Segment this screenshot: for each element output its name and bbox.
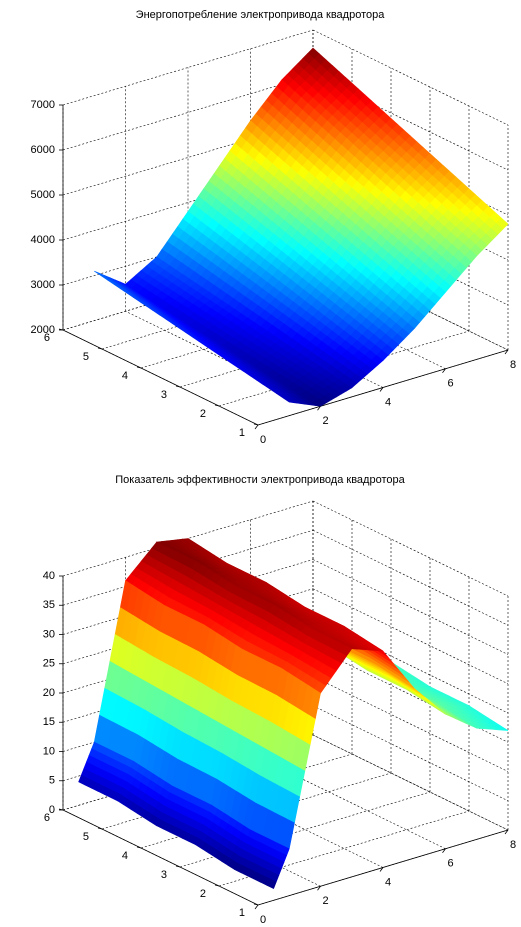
- y-tick-label: 2: [200, 888, 206, 900]
- z-tick-label: 6000: [31, 144, 55, 156]
- y-tick: [97, 827, 103, 830]
- y-tick: [97, 347, 103, 350]
- z-tick-label: 25: [43, 658, 55, 670]
- x-tick-label: 2: [323, 415, 329, 427]
- y-tick: [175, 385, 181, 388]
- y-tick: [253, 423, 259, 426]
- surface-patch: [266, 878, 277, 890]
- x-tick: [442, 848, 446, 853]
- y-tick-label: 5: [83, 831, 89, 843]
- y-axis: [62, 809, 259, 906]
- y-tick-label: 3: [161, 389, 167, 401]
- x-tick-label: 4: [385, 396, 391, 408]
- y-axis: [62, 329, 259, 426]
- z-tick-label: 4000: [31, 234, 55, 246]
- y-tick-label: 1: [239, 907, 245, 919]
- y-tick-label: 5: [83, 351, 89, 363]
- y-tick: [175, 865, 181, 868]
- x-tick: [379, 387, 384, 392]
- grid-line: [62, 559, 314, 635]
- grid-line: [312, 29, 509, 126]
- y-tick: [214, 404, 220, 407]
- y-tick-label: 4: [122, 850, 128, 862]
- chart-title: Энергопотребление электропривода квадрот…: [136, 9, 386, 21]
- x-tick-label: 8: [510, 359, 516, 371]
- surface-patch: [282, 397, 295, 404]
- x-tick-label: 4: [385, 876, 391, 888]
- grid-line: [312, 559, 509, 655]
- grid-line: [312, 705, 509, 802]
- y-tick: [136, 846, 142, 849]
- x-tick-label: 6: [448, 378, 454, 390]
- x-tick: [254, 424, 259, 430]
- grid-line: [62, 29, 314, 106]
- y-tick-label: 4: [122, 370, 128, 382]
- x-tick-label: 8: [510, 839, 516, 851]
- x-tick: [442, 368, 446, 373]
- grid-line: [101, 753, 353, 830]
- y-tick-label: 2: [200, 408, 206, 420]
- z-tick-label: 7000: [31, 99, 55, 111]
- x-tick-label: 2: [323, 895, 329, 907]
- z-tick-label: 3000: [31, 279, 55, 291]
- grid-line: [218, 810, 470, 887]
- grid-line: [312, 734, 509, 831]
- x-tick: [317, 886, 321, 891]
- x-tick-label: 0: [260, 434, 266, 446]
- plot: Показатель эффективности электропривода …: [43, 474, 516, 926]
- z-tick-label: 35: [43, 599, 55, 611]
- z-tick-label: 20: [43, 687, 55, 699]
- grid-line: [62, 500, 314, 577]
- x-tick: [254, 904, 259, 910]
- y-tick-label: 6: [44, 332, 50, 344]
- x-tick: [379, 867, 384, 872]
- z-tick-label: 15: [43, 716, 55, 728]
- y-tick: [253, 903, 259, 906]
- y-tick-label: 3: [161, 869, 167, 881]
- z-tick-label: 40: [43, 570, 55, 582]
- grid-line: [62, 74, 314, 151]
- x-tick: [504, 829, 509, 835]
- z-tick-label: 30: [43, 628, 55, 640]
- z-tick-label: 5000: [31, 189, 55, 201]
- y-tick-label: 1: [239, 427, 245, 439]
- x-tick-label: 6: [448, 858, 454, 870]
- x-tick: [504, 349, 509, 355]
- z-tick-label: 5: [49, 775, 55, 787]
- grid-line: [312, 500, 509, 597]
- z-tick-label: 10: [43, 745, 55, 757]
- x-tick-label: 0: [260, 914, 266, 926]
- y-tick-label: 6: [44, 812, 50, 824]
- chart-title: Показатель эффективности электропривода …: [115, 474, 405, 486]
- z-tick-label: 0: [49, 804, 55, 816]
- y-tick: [214, 884, 220, 887]
- x-tick: [317, 406, 321, 411]
- plot: Энергопотребление электропривода квадрот…: [31, 9, 517, 446]
- grid-line: [140, 772, 392, 849]
- grid-line: [312, 676, 509, 772]
- grid-line: [62, 529, 314, 606]
- z-tick-label: 2000: [31, 324, 55, 336]
- grid-line: [179, 791, 431, 868]
- y-tick: [136, 366, 142, 369]
- grid-line: [312, 529, 509, 626]
- grid-line: [218, 330, 470, 407]
- grid-line: [312, 588, 509, 685]
